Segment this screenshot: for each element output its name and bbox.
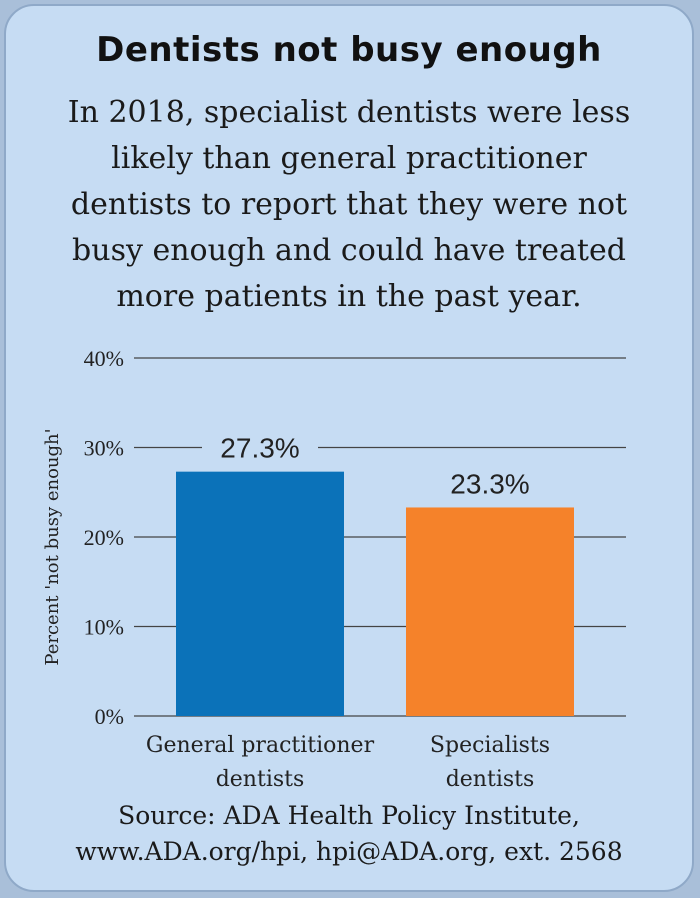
subtitle-line: more patients in the past year. [116,279,582,314]
value-labels: 27.3% 23.3% [220,433,529,500]
bar [406,507,574,716]
subtitle-line: dentists to report that they were not [70,187,628,222]
category-label: dentists [446,767,535,792]
subtitle-line: busy enough and could have treated [72,233,626,268]
value-label: 23.3% [450,468,529,499]
infographic-card: Dentists not busy enough In 2018, specia… [4,4,694,892]
bar [176,471,344,716]
bars [176,427,574,716]
value-label-background [202,427,318,464]
bar-chart: 0% 10% 20% 30% 40% 27.3% 23.3% General practi… [42,346,626,792]
value-label-background [432,463,548,500]
y-tick-labels: 0% 10% 20% 30% 40% [84,346,124,729]
subtitle-line: likely than general practitioner [111,141,587,176]
subtitle-line: In 2018, specialist dentists were less [67,95,631,130]
value-label: 27.3% [220,433,299,464]
y-tick-label: 0% [95,704,124,729]
y-tick-label: 20% [84,525,124,550]
source-line: www.ADA.org/hpi, hpi@ADA.org, ext. 2568 [75,837,623,866]
chart-subtitle: In 2018, specialist dentists were less l… [26,90,672,320]
source-note: Source: ADA Health Policy Institute, www… [6,798,692,870]
chart-title: Dentists not busy enough [96,30,602,70]
y-tick-label: 30% [84,436,124,461]
source-line: Source: ADA Health Policy Institute, [118,801,580,830]
category-label: dentists [216,767,305,792]
y-axis-label: Percent 'not busy enough' [42,428,63,665]
category-label: General practitioner [146,733,375,758]
y-tick-label: 40% [84,346,124,371]
y-tick-label: 10% [84,615,124,640]
category-labels: General practitioner dentists Specialists d… [146,733,550,792]
category-label: Specialists [430,733,550,758]
